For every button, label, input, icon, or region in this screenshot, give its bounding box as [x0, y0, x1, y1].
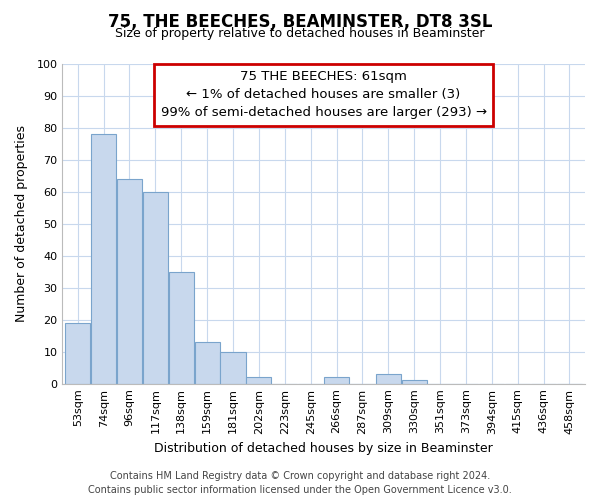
- Text: Contains HM Land Registry data © Crown copyright and database right 2024.
Contai: Contains HM Land Registry data © Crown c…: [88, 471, 512, 495]
- Bar: [169, 272, 194, 384]
- Bar: [324, 378, 349, 384]
- Bar: [247, 378, 271, 384]
- Bar: [401, 380, 427, 384]
- Bar: [91, 134, 116, 384]
- Text: 75, THE BEECHES, BEAMINSTER, DT8 3SL: 75, THE BEECHES, BEAMINSTER, DT8 3SL: [108, 12, 492, 30]
- Bar: [220, 352, 245, 384]
- Bar: [194, 342, 220, 384]
- Text: Size of property relative to detached houses in Beaminster: Size of property relative to detached ho…: [115, 28, 485, 40]
- Bar: [143, 192, 168, 384]
- Bar: [65, 323, 90, 384]
- X-axis label: Distribution of detached houses by size in Beaminster: Distribution of detached houses by size …: [154, 442, 493, 455]
- Bar: [376, 374, 401, 384]
- Text: 75 THE BEECHES: 61sqm
← 1% of detached houses are smaller (3)
99% of semi-detach: 75 THE BEECHES: 61sqm ← 1% of detached h…: [161, 70, 487, 120]
- Bar: [117, 179, 142, 384]
- Y-axis label: Number of detached properties: Number of detached properties: [15, 126, 28, 322]
